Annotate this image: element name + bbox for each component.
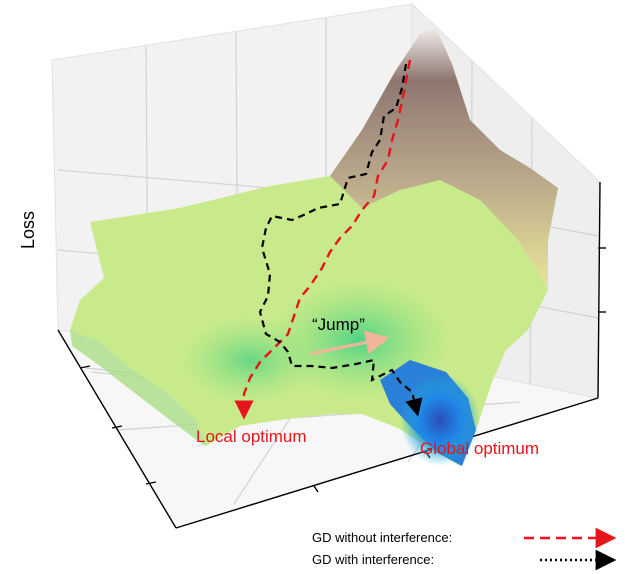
gd-path-without-interference — [234, 59, 412, 420]
gd-path-with-interference — [258, 63, 423, 417]
local-optimum-annotation: Local optimum — [196, 427, 307, 446]
loss-surface — [70, 28, 558, 466]
z-axis-label: Loss — [18, 211, 38, 249]
legend-label-with: GD with interference: — [312, 552, 434, 567]
jump-arrow — [309, 330, 390, 356]
gd-paths — [234, 59, 423, 420]
jump-annotation: “Jump” — [312, 315, 365, 334]
legend-label-without: GD without interference: — [312, 530, 452, 545]
legend: GD without interference: GD with interfe… — [312, 527, 617, 571]
global-optimum-annotation: Global optimum — [420, 439, 539, 458]
